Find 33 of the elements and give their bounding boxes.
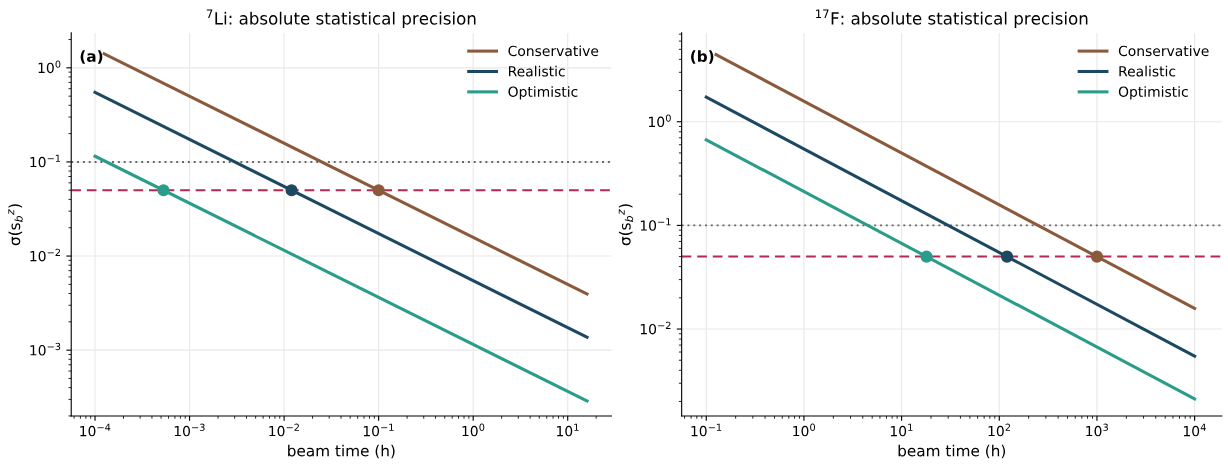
y-tick-label: 10$^{−3}$: [30, 342, 61, 356]
x-tick-label: 10$^{3}$: [1086, 423, 1108, 437]
x-tick-label: 10$^{−2}$: [269, 423, 299, 437]
y-tick-label: 10$^{−1}$: [640, 218, 671, 231]
y-tick-label: 10$^{0}$: [649, 114, 671, 128]
y-tick-label: 10$^{−2}$: [30, 248, 61, 262]
x-tick-label: 10$^{4}$: [1183, 423, 1206, 437]
y-tick-label: 10$^{0}$: [38, 60, 61, 74]
legend-label: Realistic: [1119, 65, 1176, 77]
y-tick-label: 10$^{−2}$: [640, 321, 671, 335]
annotation: (a): [80, 50, 103, 64]
x-tick-label: 10$^{1}$: [890, 423, 913, 437]
x-tick-label: 10$^{−4}$: [80, 423, 111, 437]
x-tick-label: 10$^{−3}$: [174, 423, 205, 437]
chart-title: $^{7}$Li: absolute statistical precision: [206, 9, 476, 28]
y-tick-label: 10$^{−1}$: [30, 154, 61, 168]
legend-label: Conservative: [1118, 45, 1209, 57]
legend-label: Conservative: [508, 45, 599, 57]
x-tick-label: 10$^{0}$: [462, 423, 485, 437]
x-tick-label: 10$^{1}$: [557, 423, 579, 437]
x-tick-label: 10$^{−1}$: [691, 423, 722, 437]
x-tick-label: 10$^{0}$: [793, 423, 816, 437]
x-axis-title: beam time (h): [898, 444, 1006, 459]
annotation: (b): [691, 50, 714, 64]
x-tick-label: 10$^{−1}$: [363, 423, 394, 437]
x-axis-title: beam time (h): [288, 444, 395, 459]
legend-label: Optimistic: [1118, 86, 1188, 100]
legend-label: Optimistic: [508, 86, 578, 100]
y-axis-title: σ(s$_{b}$$^{z}$): [8, 204, 23, 246]
x-tick-label: 10$^{2}$: [988, 423, 1011, 437]
y-axis-title: σ(s$_{b}$$^{z}$): [618, 204, 634, 246]
legend-label: Realistic: [509, 65, 565, 77]
chart-title: $^{17}$F: absolute statistical precision: [816, 9, 1088, 28]
